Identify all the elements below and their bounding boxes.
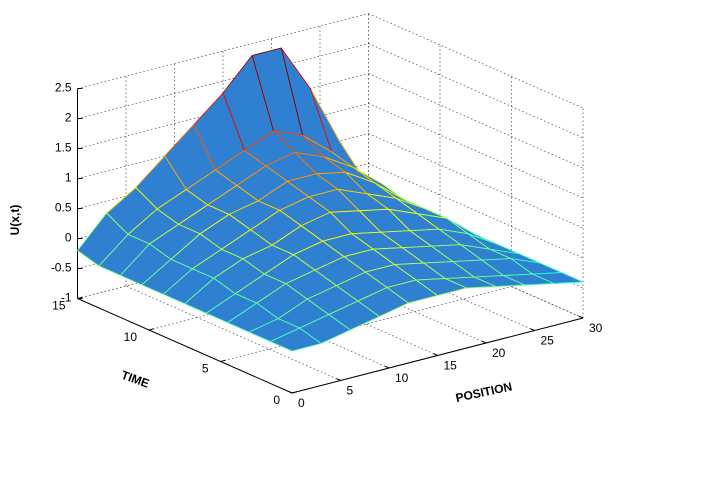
x-tick-label: 10	[395, 371, 409, 385]
tick-mark	[481, 340, 487, 344]
z-tick-label: -1	[61, 291, 72, 305]
z-tick-label: 1.5	[55, 141, 72, 155]
tick-mark	[384, 365, 390, 369]
grid-line	[368, 163, 584, 259]
y-axis-label: TIME	[119, 368, 151, 391]
grid-line	[368, 13, 584, 109]
x-tick-label: 5	[347, 384, 354, 398]
tick-mark	[77, 296, 83, 299]
z-tick-label: 1	[65, 171, 72, 185]
grid-line	[368, 43, 584, 139]
tick-mark	[287, 390, 293, 394]
grid-line	[77, 13, 369, 89]
z-tick-label: 2	[65, 111, 72, 125]
z-tick-label: 0.5	[55, 201, 72, 215]
z-tick-label: 0	[65, 231, 72, 245]
grid-line	[368, 73, 584, 169]
grid-line	[368, 103, 584, 199]
tick-mark	[433, 353, 438, 356]
tick-mark	[291, 391, 298, 394]
z-tick-label: 2.5	[55, 81, 72, 95]
y-tick-label: 10	[124, 330, 138, 344]
tick-mark	[148, 328, 155, 331]
x-tick-label: 30	[589, 321, 603, 335]
y-tick-label: 0	[273, 393, 280, 407]
z-tick-label: -0.5	[51, 261, 72, 275]
y-axis	[77, 298, 293, 394]
tick-mark	[578, 315, 584, 319]
tick-mark	[220, 359, 226, 362]
tick-mark	[530, 328, 535, 331]
z-axis-label: U(x,t)	[8, 205, 22, 236]
y-tick-label: 15	[52, 299, 66, 313]
grid-line	[125, 285, 341, 381]
grid-line	[368, 133, 584, 229]
x-axis-label: POSITION	[454, 379, 513, 405]
x-tick-label: 25	[541, 334, 555, 348]
tick-mark	[336, 378, 341, 381]
x-tick-label: 0	[298, 396, 305, 410]
y-tick-label: 5	[202, 362, 209, 376]
x-tick-label: 20	[492, 346, 506, 360]
surface-patch	[270, 327, 322, 352]
x-tick-label: 15	[444, 359, 458, 373]
